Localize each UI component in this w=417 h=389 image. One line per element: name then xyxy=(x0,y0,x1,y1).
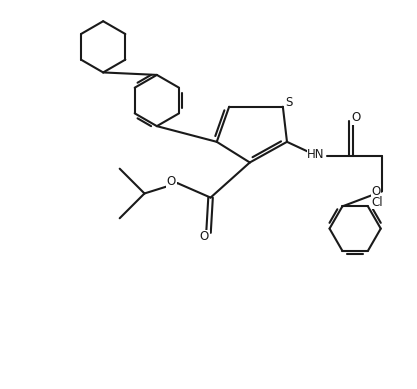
Text: O: O xyxy=(352,111,361,124)
Text: HN: HN xyxy=(307,148,325,161)
Text: S: S xyxy=(285,96,293,109)
Text: O: O xyxy=(371,185,380,198)
Text: Cl: Cl xyxy=(371,196,383,209)
Text: O: O xyxy=(167,175,176,187)
Text: O: O xyxy=(200,230,209,244)
